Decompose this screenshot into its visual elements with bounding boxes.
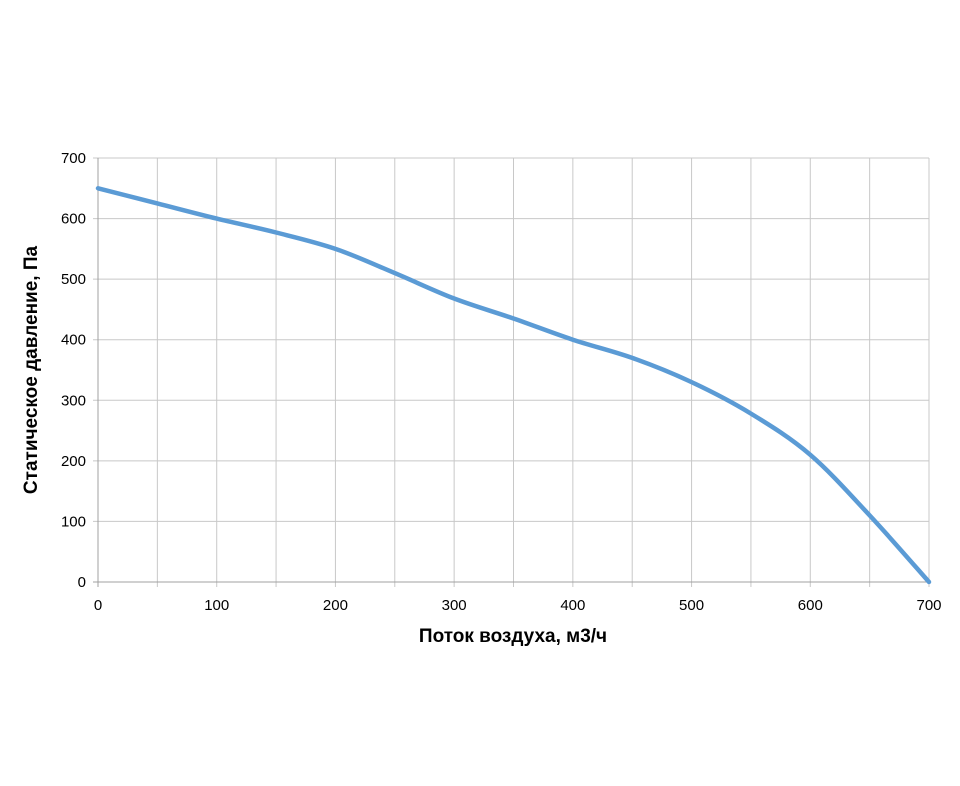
y-tick-label: 700 [61,150,86,167]
series-line [95,186,932,585]
x-tick-label: 0 [94,597,102,614]
series-group [95,186,932,585]
y-axis-title: Статическое давление, Па [21,245,42,494]
y-tick-label: 400 [61,332,86,349]
x-tick-label: 400 [560,597,585,614]
axes [93,158,929,587]
y-tick-label: 200 [61,453,86,470]
y-tick-label: 300 [61,392,86,409]
y-tick-label: 100 [61,513,86,530]
x-tick-label: 100 [204,597,229,614]
grid [93,157,930,587]
y-tick-label: 500 [61,271,86,288]
y-tick-label: 0 [78,574,86,591]
x-tick-label: 300 [442,597,467,614]
x-tick-label: 700 [916,597,941,614]
x-tick-label: 500 [679,597,704,614]
y-tick-label: 600 [61,211,86,228]
x-tick-label: 200 [323,597,348,614]
tick-labels: 0 100 200 300 400 500 600 700 0 100 200 300 400 500 60… [61,150,942,614]
x-axis-title: Поток воздуха, м3/ч [419,626,607,647]
x-tick-label: 600 [798,597,823,614]
